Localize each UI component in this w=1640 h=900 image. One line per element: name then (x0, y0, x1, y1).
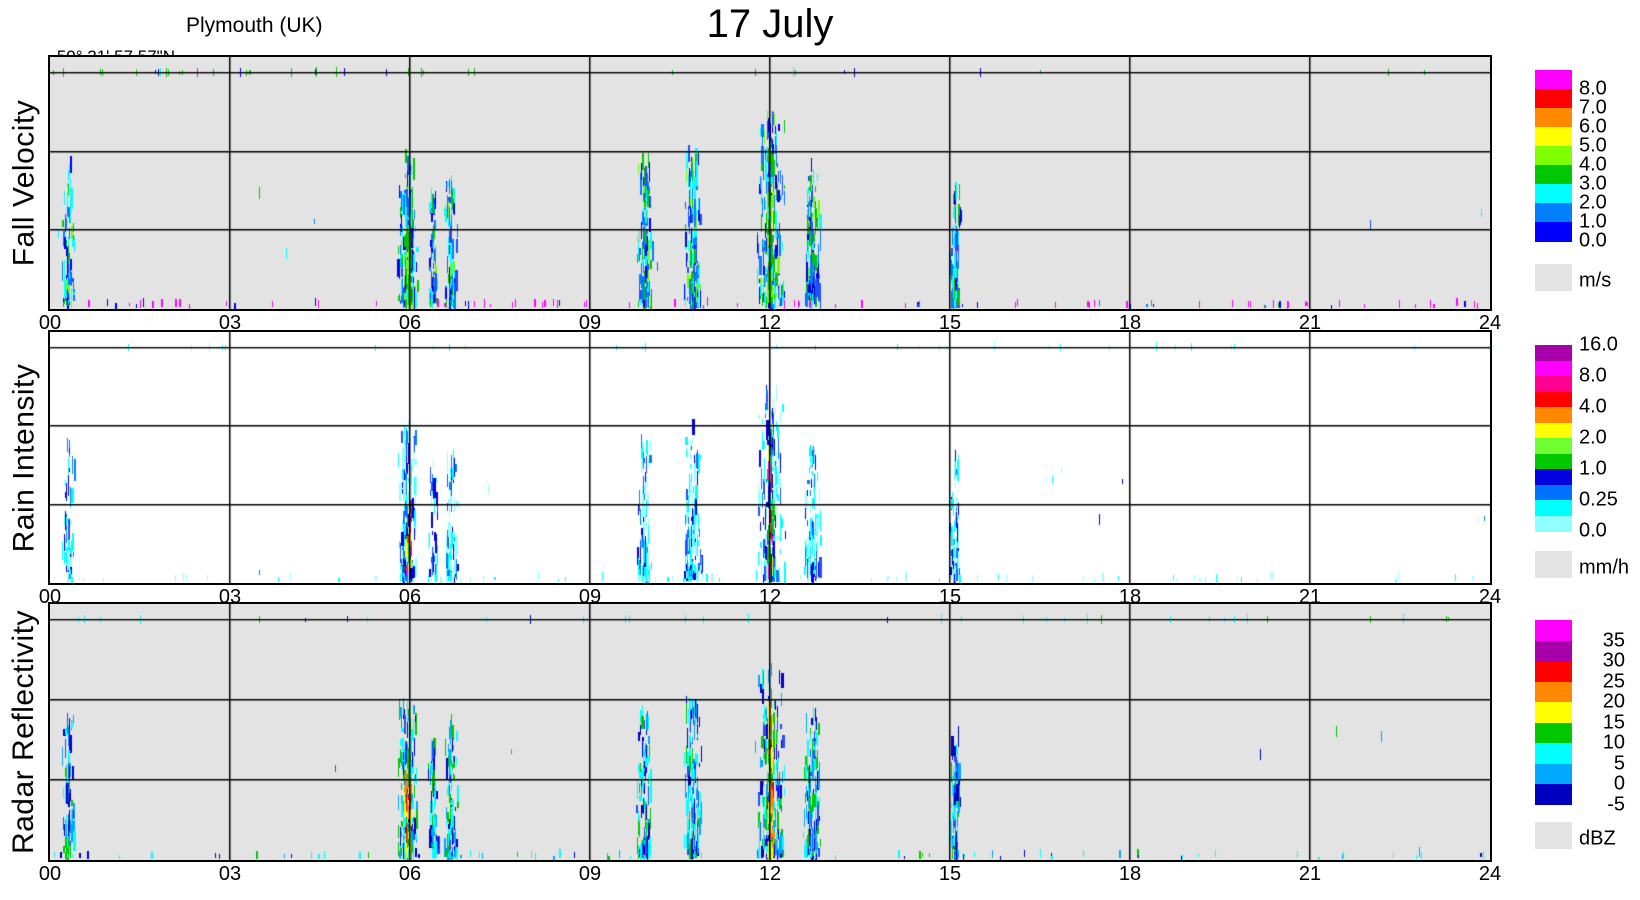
colorbar-swatch (1535, 108, 1572, 128)
colorbar-tick-label: 25 (1602, 670, 1625, 692)
panel-canvas-fall-velocity (48, 55, 1492, 311)
colorbar-swatch (1535, 515, 1572, 532)
colorbar-tick-label: 1.0 (1579, 457, 1607, 480)
colorbar-tick-label: 0.25 (1579, 488, 1618, 511)
colorbar-tick-label: 4.0 (1579, 153, 1607, 176)
station-name: Plymouth (UK) (186, 14, 323, 37)
colorbar-swatch (1535, 360, 1572, 377)
colorbar-tick-label: 0 (1613, 772, 1625, 795)
colorbar-tick-label: 5.0 (1579, 134, 1607, 157)
colorbar-tick-label: 7.0 (1579, 96, 1607, 119)
y-axis-label-radar-reflectivity: Radar Reflectivity (7, 609, 41, 855)
colorbar-swatch (1535, 146, 1572, 166)
colorbar-swatch (1535, 203, 1572, 223)
colorbar-tick-label: 2.0 (1579, 426, 1607, 449)
date-title: 17 July (706, 2, 834, 46)
colorbar-tick-label: 10 (1602, 731, 1625, 754)
colorbar-swatch (1535, 165, 1572, 185)
colorbar-swatch (1535, 620, 1572, 641)
x-tick-label: 00 (38, 312, 62, 334)
x-tick-label: 09 (578, 863, 602, 885)
y-axis-label-wrap-rain-intensity: Rain Intensity (2, 332, 46, 583)
colorbar-swatch (1535, 407, 1572, 423)
colorbar-unit-label: dBZ (1579, 827, 1616, 850)
colorbar-tick-label: 2.0 (1579, 191, 1607, 214)
colorbar-swatch (1535, 70, 1572, 90)
colorbar-tick-label: 35 (1602, 629, 1625, 651)
x-tick-label: 03 (218, 863, 242, 885)
y-axis-label-wrap-fall-velocity: Fall Velocity (2, 57, 46, 309)
colorbar-tick-label: 15 (1602, 711, 1625, 733)
x-tick-label: 15 (938, 863, 962, 885)
colorbar-swatch (1535, 184, 1572, 204)
colorbar-swatch (1535, 422, 1572, 439)
x-tick-label: 00 (38, 863, 62, 885)
colorbar-tick-label: 30 (1602, 649, 1625, 672)
colorbar-swatch (1535, 722, 1572, 744)
colorbar-swatch (1535, 743, 1572, 764)
colorbar-swatch (1535, 702, 1572, 723)
x-tick-label: 18 (1118, 863, 1142, 885)
colorbar-swatch (1535, 89, 1572, 109)
x-tick-label: 15 (938, 312, 962, 334)
x-tick-label: 12 (758, 312, 782, 334)
colorbar-tick-label: 6.0 (1579, 115, 1607, 138)
colorbar-swatch (1535, 469, 1572, 485)
colorbar-tick-label: 8.0 (1579, 77, 1607, 100)
colorbar-swatch (1535, 500, 1572, 516)
colorbar-tick-label: 8.0 (1579, 364, 1607, 387)
panel-canvas-radar-reflectivity (48, 602, 1492, 862)
colorbar-unit-label: m/s (1579, 269, 1612, 292)
colorbar-swatch (1535, 681, 1572, 703)
colorbar-tick-label: 20 (1602, 690, 1625, 713)
colorbar-tick-label: -5 (1607, 793, 1625, 815)
colorbar-swatch (1535, 222, 1572, 242)
colorbar-nodata-swatch (1535, 822, 1572, 849)
colorbar-nodata-swatch (1535, 264, 1572, 291)
colorbar-swatch (1535, 345, 1572, 361)
colorbar-rain-intensity: 16.0 8.0 4.0 2.0 1.0 0.25 0.0 mm/h (1535, 334, 1640, 584)
y-axis-label-wrap-radar-reflectivity: Radar Reflectivity (2, 604, 46, 860)
colorbar-tick-label: 5 (1613, 752, 1625, 774)
colorbar-swatch (1535, 661, 1572, 682)
x-tick-label: 18 (1118, 312, 1142, 334)
colorbar-swatch (1535, 376, 1572, 392)
colorbar-tick-label: 0.0 (1579, 519, 1607, 542)
colorbar-swatch (1535, 784, 1572, 805)
colorbar-unit-label: mm/h (1579, 556, 1629, 579)
colorbar-swatch (1535, 438, 1572, 454)
x-tick-label: 24 (1478, 863, 1502, 885)
colorbar-tick-label: 16.0 (1579, 333, 1618, 356)
x-tick-label: 03 (218, 312, 242, 334)
colorbar-swatch (1535, 640, 1572, 662)
colorbar-swatch (1535, 484, 1572, 501)
colorbar-fall-velocity: 8.0 7.0 6.0 5.0 4.0 3.0 2.0 1.0 0.0 m/s (1535, 70, 1640, 297)
x-tick-label: 24 (1478, 312, 1502, 334)
colorbar-nodata-swatch (1535, 551, 1572, 578)
x-tick-label: 09 (578, 312, 602, 334)
y-axis-label-rain-intensity: Rain Intensity (7, 363, 41, 552)
colorbar-swatch (1535, 391, 1572, 408)
x-tick-label: 21 (1298, 863, 1322, 885)
colorbar-swatch (1535, 127, 1572, 147)
colorbar-tick-label: 3.0 (1579, 172, 1607, 195)
x-tick-label: 06 (398, 863, 422, 885)
panel-canvas-rain-intensity (48, 330, 1492, 585)
colorbar-swatch (1535, 453, 1572, 470)
x-tick-label: 06 (398, 312, 422, 334)
colorbar-tick-label: 4.0 (1579, 395, 1607, 418)
colorbar-tick-label: 0.0 (1579, 229, 1607, 252)
colorbar-radar-reflectivity: 35 30 25 20 15 10 5 0 -5 dBZ (1535, 620, 1640, 855)
colorbar-tick-label: 1.0 (1579, 210, 1607, 233)
x-tick-label: 12 (758, 863, 782, 885)
x-tick-label: 21 (1298, 312, 1322, 334)
colorbar-swatch (1535, 763, 1572, 785)
y-axis-label-fall-velocity: Fall Velocity (7, 99, 41, 267)
